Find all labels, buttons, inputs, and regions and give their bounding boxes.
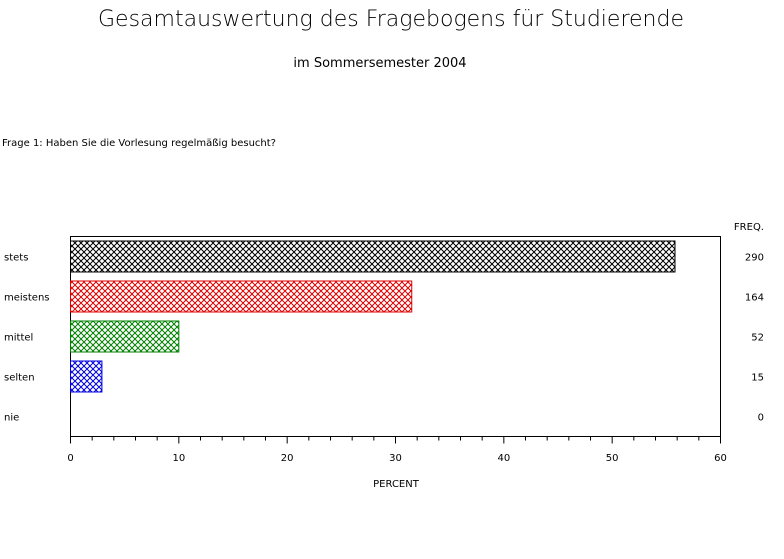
category-label-selten: selten (4, 373, 35, 384)
x-tick-label: 40 (497, 453, 510, 464)
question-text: Frage 1: Haben Sie die Vorlesung regelmä… (2, 138, 276, 149)
x-tick-label: 0 (67, 453, 73, 464)
x-tick-label: 50 (606, 453, 619, 464)
bar-meistens (70, 280, 413, 313)
freq-value-stets: 290 (745, 253, 764, 264)
freq-value-selten: 15 (751, 373, 764, 384)
x-tick-label: 60 (714, 453, 727, 464)
freq-value-mittel: 52 (751, 333, 764, 344)
x-tick-label: 10 (172, 453, 185, 464)
category-label-nie: nie (4, 413, 19, 424)
bar-selten (70, 360, 103, 393)
freq-value-meistens: 164 (745, 293, 764, 304)
x-tick-label: 30 (389, 453, 402, 464)
x-tick-label: 20 (281, 453, 294, 464)
freq-value-nie: 0 (758, 413, 764, 424)
category-label-meistens: meistens (4, 293, 50, 304)
category-label-stets: stets (4, 253, 28, 264)
bar-mittel (70, 320, 180, 353)
freq-header: FREQ. (734, 222, 764, 233)
category-label-mittel: mittel (4, 333, 33, 344)
bar-stets (70, 240, 676, 273)
page-title: Gesamtauswertung des Fragebogens für Stu… (98, 7, 684, 32)
x-axis-label: PERCENT (373, 479, 420, 490)
page-subtitle: im Sommersemester 2004 (293, 56, 466, 71)
